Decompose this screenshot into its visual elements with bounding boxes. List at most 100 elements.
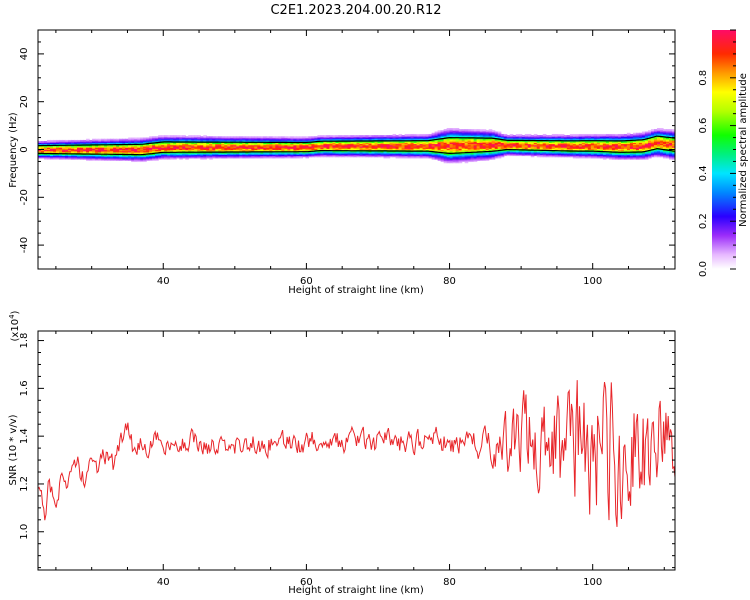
heatmap-cell — [554, 147, 559, 149]
heatmap-cell — [287, 143, 291, 146]
heatmap-cell — [647, 135, 652, 137]
heatmap-cell — [476, 136, 481, 139]
heatmap-cell — [638, 156, 643, 159]
heatmap-cell — [365, 148, 370, 151]
heatmap-cell — [38, 142, 42, 145]
heatmap-cell — [623, 135, 628, 137]
heatmap-cell — [527, 147, 532, 149]
heatmap-cell — [425, 149, 430, 152]
heatmap-cell — [44, 145, 48, 148]
heatmap-cell — [251, 143, 255, 146]
heatmap-cell — [515, 137, 520, 140]
heatmap-cell — [212, 147, 216, 149]
heatmap-cell — [566, 141, 571, 143]
heatmap-cell — [338, 155, 343, 158]
heatmap-cell — [500, 139, 505, 142]
heatmap-cell — [488, 139, 493, 142]
heatmap-cell — [368, 136, 373, 139]
heatmap-cell — [143, 141, 147, 143]
heatmap-cell — [116, 142, 120, 145]
heatmap-cell — [590, 149, 595, 152]
heatmap-cell — [203, 157, 207, 160]
heatmap-cell — [185, 139, 189, 142]
heatmap-cell — [221, 143, 225, 146]
heatmap-cell — [503, 137, 508, 140]
heatmap-cell — [479, 148, 484, 151]
heatmap-cell — [260, 145, 264, 148]
heatmap-cell — [134, 160, 138, 163]
heatmap-cell — [191, 154, 195, 157]
heatmap-cell — [359, 135, 364, 137]
heatmap-cell — [188, 156, 192, 159]
heatmap-cell — [47, 139, 51, 142]
heatmap-cell — [566, 154, 571, 157]
heatmap-cell — [53, 149, 57, 152]
heatmap-cell — [341, 155, 346, 158]
heatmap-cell — [212, 145, 216, 148]
heatmap-cell — [473, 156, 478, 159]
heatmap-cell — [440, 160, 445, 163]
heatmap-cell — [672, 144, 675, 147]
heatmap-cell — [602, 156, 607, 159]
heatmap-cell — [617, 145, 622, 148]
heatmap-cell — [302, 155, 307, 158]
heatmap-cell — [338, 154, 343, 157]
heatmap-cell — [446, 141, 451, 143]
heatmap-cell — [224, 144, 228, 147]
heatmap-cell — [104, 159, 108, 161]
heatmap-cell — [137, 159, 141, 161]
heatmap-cell — [395, 144, 400, 147]
heatmap-cell — [626, 155, 631, 158]
heatmap-cell — [614, 135, 619, 137]
heatmap-cell — [443, 145, 448, 148]
heatmap-cell — [92, 154, 96, 157]
heatmap-cell — [656, 131, 661, 134]
heatmap-cell — [542, 143, 547, 146]
heatmap-cell — [398, 138, 403, 141]
heatmap-cell — [413, 154, 418, 157]
heatmap-cell — [476, 153, 481, 155]
x-tick-label: 60 — [300, 577, 313, 588]
heatmap-cell — [53, 151, 57, 154]
heatmap-cell — [446, 157, 451, 160]
heatmap-cell — [62, 145, 66, 148]
heatmap-cell — [672, 157, 675, 160]
heatmap-cell — [227, 137, 231, 140]
y-tick-label: 1.6 — [19, 380, 30, 396]
heatmap-cell — [113, 159, 117, 161]
heatmap-cell — [479, 131, 484, 134]
heatmap-cell — [665, 155, 670, 158]
heatmap-cell — [638, 132, 643, 135]
heatmap-cell — [518, 138, 523, 141]
heatmap-cell — [644, 131, 649, 134]
heatmap-cell — [221, 155, 225, 158]
heatmap-cell — [548, 137, 553, 140]
heatmap-cell — [110, 139, 114, 142]
heatmap-cell — [644, 139, 649, 142]
heatmap-cell — [248, 143, 252, 146]
heatmap-cell — [281, 156, 285, 159]
heatmap-cell — [506, 136, 511, 139]
heatmap-cell — [290, 149, 294, 152]
heatmap-cell — [644, 142, 649, 145]
heatmap-cell — [545, 153, 550, 155]
heatmap-cell — [536, 136, 541, 139]
heatmap-cell — [485, 136, 490, 139]
heatmap-cell — [320, 148, 325, 151]
heatmap-cell — [641, 154, 646, 157]
heatmap-cell — [83, 149, 87, 152]
heatmap-cell — [509, 153, 514, 155]
heatmap-cell — [527, 145, 532, 148]
heatmap-cell — [512, 149, 517, 152]
heatmap-cell — [284, 148, 288, 151]
heatmap-cell — [416, 142, 421, 145]
heatmap-cell — [587, 135, 592, 137]
heatmap-cell — [611, 153, 616, 155]
heatmap-cell — [371, 145, 376, 148]
heatmap-cell — [152, 149, 156, 152]
heatmap-cell — [581, 153, 586, 155]
heatmap-cell — [518, 151, 523, 154]
heatmap-cell — [536, 150, 541, 153]
heatmap-cell — [203, 136, 207, 139]
heatmap-cell — [131, 139, 135, 142]
